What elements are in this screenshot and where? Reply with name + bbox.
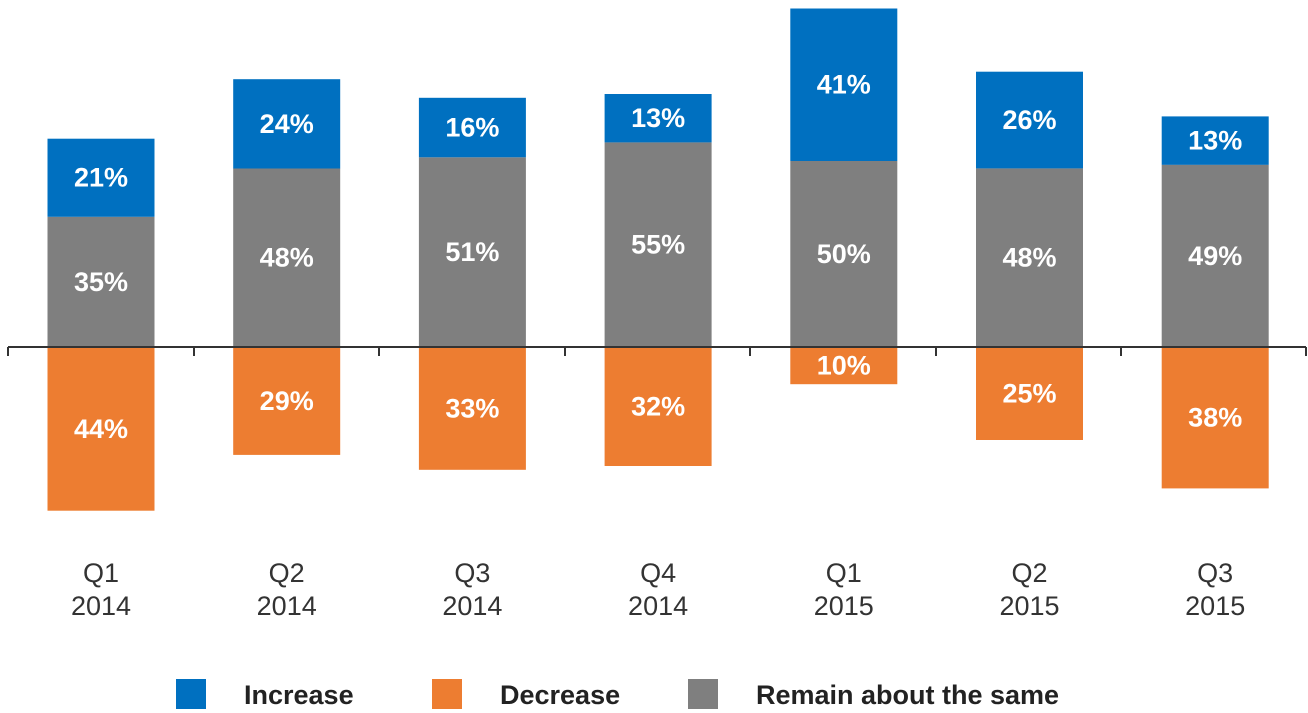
bar-decrease-3 xyxy=(604,347,712,466)
bar-label-decrease-0: 44% xyxy=(74,414,128,444)
tick-label-6-line-1: 2015 xyxy=(1185,591,1245,621)
bar-increase-5 xyxy=(976,71,1083,169)
tick-label-1: Q2 2014 xyxy=(257,558,317,621)
tick-label-3: Q4 2014 xyxy=(628,558,688,621)
bar-remain-about-the-same-6 xyxy=(1161,164,1269,347)
bar-label-decrease-3: 32% xyxy=(631,392,685,422)
legend-swatch-increase xyxy=(176,679,206,709)
tick-label-6-line-0: Q3 xyxy=(1197,558,1233,588)
bar-label-remain-about-the-same-1: 48% xyxy=(260,243,314,273)
bar-decrease-0 xyxy=(47,347,155,511)
bar-increase-3 xyxy=(604,94,712,143)
bar-label-increase-3: 13% xyxy=(631,103,685,133)
tick-label-1-line-1: 2014 xyxy=(257,591,317,621)
bar-increase-1 xyxy=(233,79,341,169)
bar-label-remain-about-the-same-2: 51% xyxy=(445,237,499,267)
bar-label-decrease-5: 25% xyxy=(1002,379,1056,409)
bar-increase-6 xyxy=(1161,116,1269,165)
tick-label-0: Q1 2014 xyxy=(71,558,131,621)
bar-increase-0 xyxy=(47,138,155,217)
bar-label-decrease-6: 38% xyxy=(1188,403,1242,433)
x-axis-ticks xyxy=(7,347,1307,356)
bar-decrease-1 xyxy=(233,347,341,455)
legend-swatch-remain-about-the-same xyxy=(688,679,718,709)
bar-label-increase-4: 41% xyxy=(817,70,871,100)
bar-label-remain-about-the-same-0: 35% xyxy=(74,267,128,297)
bar-increase-4 xyxy=(790,8,898,161)
bar-label-increase-5: 26% xyxy=(1002,105,1056,135)
tick-label-4-line-0: Q1 xyxy=(826,558,862,588)
tick-label-5: Q2 2015 xyxy=(999,558,1059,621)
tick-label-3-line-0: Q4 xyxy=(640,558,676,588)
bar-label-decrease-2: 33% xyxy=(445,393,499,423)
tick-label-3-line-1: 2014 xyxy=(628,591,688,621)
tick-label-5-line-0: Q2 xyxy=(1011,558,1047,588)
bar-remain-about-the-same-4 xyxy=(790,161,898,347)
bar-decrease-2 xyxy=(418,347,526,470)
bar-remain-about-the-same-1 xyxy=(233,168,341,347)
tick-label-0-line-1: 2014 xyxy=(71,591,131,621)
bar-label-decrease-1: 29% xyxy=(260,386,314,416)
tick-label-4-line-1: 2015 xyxy=(814,591,874,621)
bar-label-remain-about-the-same-4: 50% xyxy=(817,239,871,269)
bar-label-increase-6: 13% xyxy=(1188,126,1242,156)
bar-label-remain-about-the-same-3: 55% xyxy=(631,230,685,260)
tick-label-1-line-0: Q2 xyxy=(269,558,305,588)
bar-remain-about-the-same-2 xyxy=(418,157,526,347)
bars-group xyxy=(47,8,1269,511)
bar-increase-2 xyxy=(418,97,526,158)
tick-label-2: Q3 2014 xyxy=(442,558,502,621)
legend: Increase Decrease Remain about the same xyxy=(176,679,1059,710)
bar-labels-group: 35% 21% 44% 48% 24% 29% 51% 16% 33% 55% 13% 32% 50% 4… xyxy=(74,70,1242,444)
legend-label-increase: Increase xyxy=(244,680,354,710)
bar-label-increase-1: 24% xyxy=(260,109,314,139)
tick-label-2-line-0: Q3 xyxy=(454,558,490,588)
bar-decrease-4 xyxy=(790,347,898,385)
bar-label-increase-0: 21% xyxy=(74,163,128,193)
bar-decrease-6 xyxy=(1161,347,1269,489)
legend-swatch-decrease xyxy=(432,679,462,709)
legend-label-decrease: Decrease xyxy=(500,680,620,710)
bar-label-increase-2: 16% xyxy=(445,113,499,143)
tick-label-5-line-1: 2015 xyxy=(999,591,1059,621)
bar-label-remain-about-the-same-5: 48% xyxy=(1002,243,1056,273)
bar-remain-about-the-same-3 xyxy=(604,142,712,347)
bar-decrease-5 xyxy=(976,347,1083,440)
bar-remain-about-the-same-5 xyxy=(976,168,1083,347)
legend-label-remain-about-the-same: Remain about the same xyxy=(756,680,1059,710)
tick-label-4: Q1 2015 xyxy=(814,558,874,621)
tick-label-2-line-1: 2014 xyxy=(442,591,502,621)
tick-label-6: Q3 2015 xyxy=(1185,558,1245,621)
bar-remain-about-the-same-0 xyxy=(47,216,155,347)
bar-label-decrease-4: 10% xyxy=(817,351,871,381)
tick-label-0-line-0: Q1 xyxy=(83,558,119,588)
bar-label-remain-about-the-same-6: 49% xyxy=(1188,241,1242,271)
